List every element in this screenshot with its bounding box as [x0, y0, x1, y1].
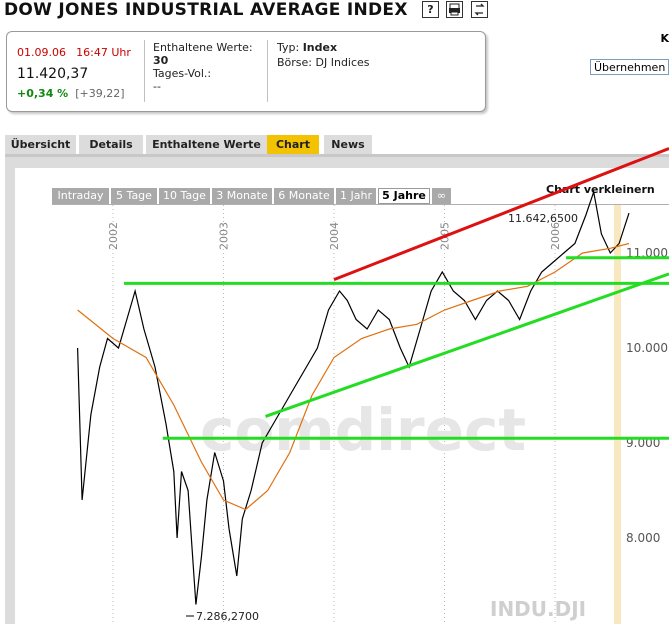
range-max[interactable]: ∞ [432, 188, 451, 204]
typ-label: Typ: [277, 41, 300, 54]
today-marker [614, 205, 621, 624]
range-3-monate[interactable]: 3 Monate [212, 188, 272, 204]
price-line [77, 189, 630, 605]
tab-chart[interactable]: Chart [267, 135, 319, 154]
print-icon[interactable] [446, 1, 463, 18]
quote-change-abs: [+39,22] [75, 87, 125, 100]
quote-date: 01.09.06 [17, 46, 66, 59]
quote-price: 11.420,37 [17, 66, 89, 82]
watermark: comdirect [200, 396, 526, 464]
range-6-monate[interactable]: 6 Monate [274, 188, 334, 204]
quote-box: 01.09.06 16:47 Uhr 11.420,37 +0,34 % [+3… [6, 31, 486, 112]
range-5-jahre[interactable]: 5 Jahre [378, 188, 430, 204]
support-trendline [264, 272, 669, 418]
tagesvol-label: Tages-Vol.: [153, 67, 212, 80]
enthaltene-label: Enthaltene Werte: [153, 41, 253, 54]
tab-enthaltene-werte[interactable]: Enthaltene Werte [146, 135, 267, 154]
range-1-jahr[interactable]: 1 Jahr [336, 188, 376, 204]
typ-value: Index [302, 41, 338, 54]
tab-uebersicht[interactable]: Übersicht [5, 135, 76, 154]
tab-details[interactable]: Details [79, 135, 143, 154]
page-title: DOW JONES INDUSTRIAL AVERAGE INDEX [4, 0, 408, 20]
quote-time: 16:47 Uhr [76, 46, 131, 59]
range-5-tage[interactable]: 5 Tage [111, 188, 157, 204]
boerse-value: DJ Indices [315, 56, 370, 69]
quote-change-pct: +0,34 % [17, 87, 69, 100]
y-tick-label: 8.000 [626, 531, 660, 545]
chart-area [15, 168, 669, 624]
boerse-label: Börse: [277, 56, 313, 69]
header-fragment: K [660, 32, 669, 45]
range-10-tage[interactable]: 10 Tage [159, 188, 210, 204]
y-tick-label: 10.000 [626, 341, 668, 355]
resistance-trendline [333, 147, 669, 281]
symbol-label: INDU.DJI [490, 597, 586, 621]
tagesvol-value: -- [153, 80, 161, 93]
high-label: 11.642,6500 [508, 212, 578, 225]
enthaltene-value: 30 [153, 54, 169, 67]
tab-news[interactable]: News [324, 135, 372, 154]
uebernehmen-select[interactable]: Übernehmen [590, 59, 669, 75]
x-tick-label: 2004 [328, 222, 341, 250]
range-intraday[interactable]: Intraday [52, 188, 109, 204]
x-tick-label: 2006 [549, 222, 562, 250]
x-tick-label: 2002 [107, 222, 120, 250]
refresh-icon[interactable] [471, 1, 488, 18]
moving-average-line [77, 242, 630, 511]
help-icon[interactable]: ? [422, 1, 439, 18]
x-tick-label: 2003 [218, 222, 231, 250]
low-label: 7.286,2700 [196, 610, 259, 623]
